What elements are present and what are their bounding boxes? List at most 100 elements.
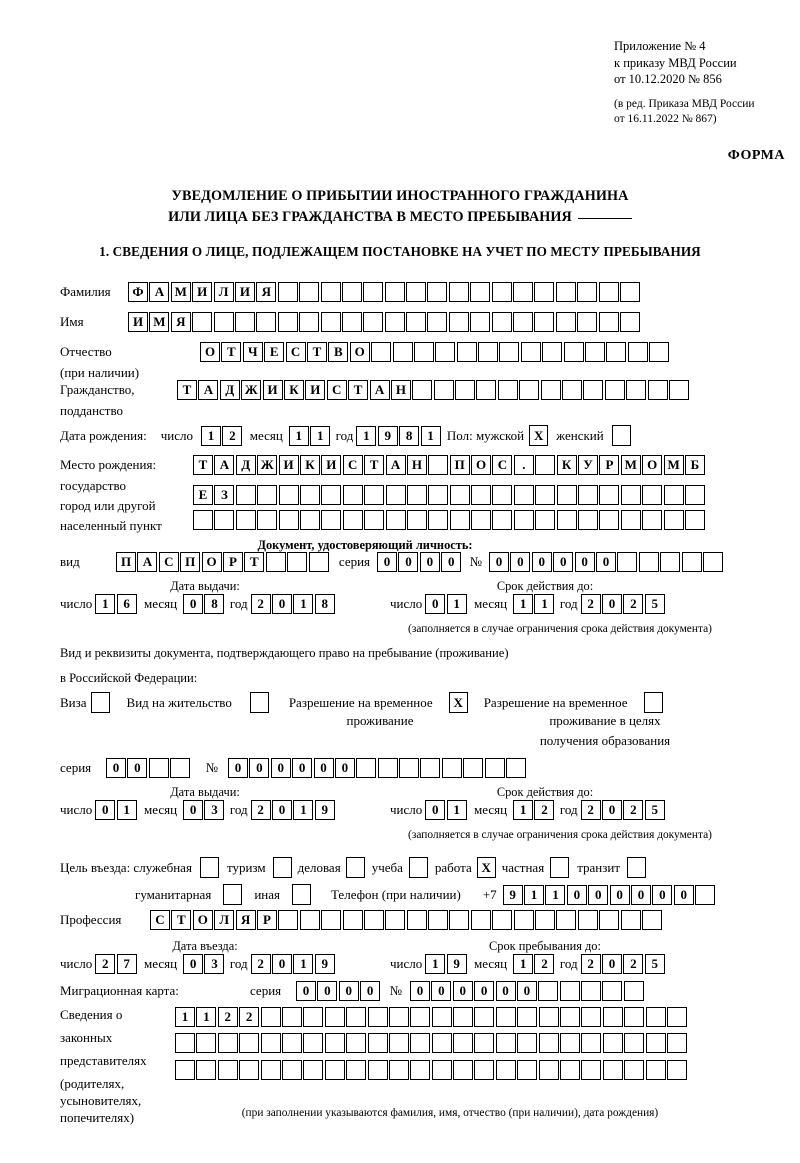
char-cell[interactable]: 6 <box>116 594 137 614</box>
char-cell[interactable]: 0 <box>425 800 446 820</box>
char-cell[interactable] <box>431 1007 452 1027</box>
char-cell[interactable] <box>260 1060 281 1080</box>
char-cell[interactable] <box>556 485 577 505</box>
char-cell[interactable]: 0 <box>566 884 587 905</box>
char-cell[interactable]: 9 <box>377 425 398 446</box>
char-cell[interactable] <box>474 1033 495 1053</box>
char-cell[interactable] <box>320 282 341 302</box>
char-cell[interactable] <box>535 910 556 930</box>
char-cell[interactable]: П <box>449 455 470 475</box>
char-cell[interactable] <box>513 510 534 530</box>
char-cell[interactable] <box>695 884 716 905</box>
char-cell[interactable]: 2 <box>239 1007 260 1027</box>
char-cell[interactable] <box>431 1060 452 1080</box>
char-cell[interactable]: И <box>278 455 299 475</box>
char-cell[interactable]: И <box>128 312 148 332</box>
char-cell[interactable]: 0 <box>272 594 292 614</box>
char-cell[interactable] <box>388 1060 409 1080</box>
char-cell[interactable] <box>175 1033 195 1053</box>
char-cell[interactable] <box>192 312 213 332</box>
char-cell[interactable]: 1 <box>95 594 116 614</box>
char-cell[interactable] <box>623 981 644 1001</box>
char-cell[interactable] <box>281 1007 302 1027</box>
char-cell[interactable]: И <box>192 282 213 302</box>
char-cell[interactable]: 1 <box>545 884 566 905</box>
char-cell[interactable] <box>492 485 513 505</box>
char-cell[interactable] <box>620 510 641 530</box>
char-cell[interactable]: М <box>620 455 641 475</box>
char-cell[interactable]: Ф <box>128 282 148 302</box>
char-cell[interactable] <box>196 1060 217 1080</box>
char-cell[interactable]: Т <box>364 455 385 475</box>
char-cell[interactable] <box>538 1033 559 1053</box>
purpose-transit-checkbox[interactable] <box>627 857 647 878</box>
char-cell[interactable]: К <box>283 380 304 400</box>
char-cell[interactable]: В <box>328 342 349 362</box>
char-cell[interactable] <box>577 312 598 332</box>
char-cell[interactable]: 0 <box>489 552 510 572</box>
char-cell[interactable] <box>513 282 534 302</box>
char-cell[interactable] <box>277 312 298 332</box>
char-cell[interactable] <box>513 485 534 505</box>
char-cell[interactable] <box>410 1007 431 1027</box>
char-cell[interactable] <box>217 1033 238 1053</box>
char-cell[interactable] <box>492 910 513 930</box>
char-cell[interactable]: 0 <box>398 552 419 572</box>
char-cell[interactable] <box>619 312 640 332</box>
char-cell[interactable] <box>562 380 583 400</box>
char-cell[interactable]: 1 <box>293 800 314 820</box>
char-cell[interactable]: 1 <box>446 594 467 614</box>
char-cell[interactable]: 0 <box>441 552 462 572</box>
char-cell[interactable]: 0 <box>183 800 204 820</box>
char-cell[interactable] <box>535 510 556 530</box>
char-cell[interactable] <box>578 510 599 530</box>
char-cell[interactable] <box>560 1033 581 1053</box>
char-cell[interactable] <box>278 510 299 530</box>
char-cell[interactable] <box>491 312 512 332</box>
char-cell[interactable] <box>560 1060 581 1080</box>
char-cell[interactable] <box>513 910 534 930</box>
char-cell[interactable] <box>217 1060 238 1080</box>
char-cell[interactable] <box>148 758 169 778</box>
char-cell[interactable] <box>585 342 606 362</box>
char-cell[interactable] <box>666 1007 687 1027</box>
char-cell[interactable] <box>638 552 659 572</box>
char-cell[interactable]: С <box>326 380 347 400</box>
char-cell[interactable] <box>645 1007 666 1027</box>
char-cell[interactable] <box>495 1060 516 1080</box>
char-cell[interactable]: О <box>201 552 222 572</box>
char-cell[interactable] <box>470 910 491 930</box>
temp-residence-edu-checkbox[interactable] <box>643 692 663 713</box>
char-cell[interactable]: 0 <box>602 800 622 820</box>
char-cell[interactable] <box>474 1007 495 1027</box>
char-cell[interactable] <box>641 910 662 930</box>
char-cell[interactable] <box>581 1007 602 1027</box>
char-cell[interactable] <box>624 1060 645 1080</box>
char-cell[interactable]: 0 <box>631 884 651 905</box>
char-cell[interactable]: С <box>342 455 363 475</box>
char-cell[interactable]: 0 <box>588 884 609 905</box>
char-cell[interactable]: 0 <box>183 954 204 974</box>
char-cell[interactable]: 0 <box>183 594 204 614</box>
char-cell[interactable]: 1 <box>196 1007 217 1027</box>
char-cell[interactable]: 2 <box>534 954 555 974</box>
char-cell[interactable]: Д <box>219 380 240 400</box>
char-cell[interactable] <box>448 312 469 332</box>
char-cell[interactable] <box>519 380 540 400</box>
char-cell[interactable] <box>287 552 308 572</box>
char-cell[interactable] <box>265 552 286 572</box>
char-cell[interactable] <box>599 910 620 930</box>
char-cell[interactable] <box>542 342 563 362</box>
char-cell[interactable]: А <box>385 455 406 475</box>
char-cell[interactable] <box>260 1033 281 1053</box>
char-cell[interactable]: П <box>180 552 201 572</box>
char-cell[interactable] <box>341 312 362 332</box>
char-cell[interactable] <box>556 910 577 930</box>
char-cell[interactable]: Р <box>599 455 620 475</box>
char-cell[interactable] <box>427 282 448 302</box>
char-cell[interactable] <box>321 485 342 505</box>
